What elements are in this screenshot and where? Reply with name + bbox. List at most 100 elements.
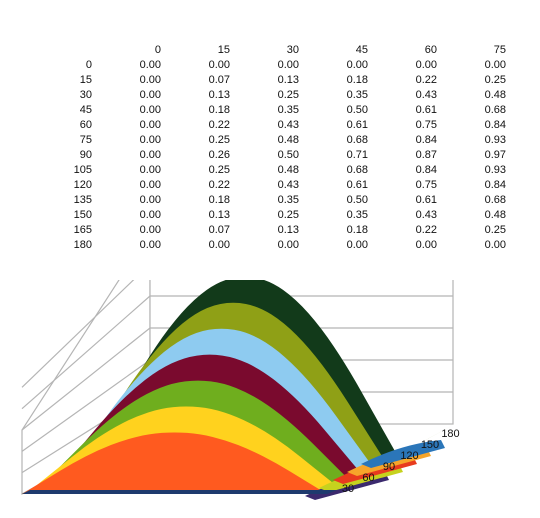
row-header: 120 xyxy=(73,179,92,191)
table-cell: 0.18 xyxy=(346,74,368,86)
table-cell: 0.00 xyxy=(139,149,161,161)
table-cell: 0.13 xyxy=(277,74,299,86)
table-cell: 0.00 xyxy=(139,224,161,236)
gridline xyxy=(21,359,151,452)
table-cell: 0.13 xyxy=(208,209,230,221)
chart-surface xyxy=(22,280,455,500)
table-cell: 0.00 xyxy=(415,239,437,251)
table-cell: 0.26 xyxy=(208,149,230,161)
data-table: 0 15 30 45 60 75 0 0.00 0.00 0.00 0.00 0.00 0.00 15 0… xyxy=(40,43,506,253)
table-row: 75 0.00 0.25 0.48 0.68 0.84 0.93 xyxy=(40,133,506,148)
table-row: 150 0.00 0.13 0.25 0.35 0.43 0.48 xyxy=(40,208,506,223)
table-cell: 0.25 xyxy=(484,74,506,86)
table-cell: 0.13 xyxy=(277,224,299,236)
table-cell: 0.68 xyxy=(484,194,506,206)
table-cell: 0.50 xyxy=(346,104,368,116)
column-header: 30 xyxy=(286,44,299,56)
table-row: 165 0.00 0.07 0.13 0.18 0.22 0.25 xyxy=(40,223,506,238)
table-cell: 0.00 xyxy=(208,59,230,71)
depth-axis-label: 60 xyxy=(362,472,374,484)
table-cell: 0.00 xyxy=(139,89,161,101)
depth-axis-label: 30 xyxy=(342,483,354,495)
row-header: 105 xyxy=(73,164,92,176)
table-row: 30 0.00 0.13 0.25 0.35 0.43 0.48 xyxy=(40,88,506,103)
table-cell: 0.43 xyxy=(415,89,437,101)
table-cell: 0.00 xyxy=(484,239,506,251)
table-row: 135 0.00 0.18 0.35 0.50 0.61 0.68 xyxy=(40,193,506,208)
surface-band-tail xyxy=(361,440,445,468)
table-cell: 0.00 xyxy=(139,134,161,146)
table-cell: 0.25 xyxy=(277,209,299,221)
row-header: 165 xyxy=(73,224,92,236)
table-cell: 0.84 xyxy=(484,119,506,131)
table-cell: 0.68 xyxy=(484,104,506,116)
table-cell: 0.18 xyxy=(208,104,230,116)
table-cell: 0.48 xyxy=(277,134,299,146)
table-cell: 0.22 xyxy=(208,119,230,131)
table-cell: 0.00 xyxy=(277,239,299,251)
row-header: 75 xyxy=(79,134,92,146)
depth-axis-label: 90 xyxy=(383,461,395,473)
table-cell: 0.22 xyxy=(415,74,437,86)
table-row: 90 0.00 0.26 0.50 0.71 0.87 0.97 xyxy=(40,148,506,163)
table-cell: 0.22 xyxy=(415,224,437,236)
table-cell: 0.68 xyxy=(346,164,368,176)
depth-axis-label: 180 xyxy=(441,428,459,440)
table-cell: 0.00 xyxy=(139,209,161,221)
table-cell: 0.00 xyxy=(139,164,161,176)
table-cell: 0.50 xyxy=(277,149,299,161)
row-header: 60 xyxy=(79,119,92,131)
table-cell: 0.43 xyxy=(277,119,299,131)
column-header: 60 xyxy=(424,44,437,56)
table-row: 120 0.00 0.22 0.43 0.61 0.75 0.84 xyxy=(40,178,506,193)
table-cell: 0.93 xyxy=(484,164,506,176)
table-cell: 0.00 xyxy=(346,59,368,71)
table-cell: 0.50 xyxy=(346,194,368,206)
depth-axis-label: 150 xyxy=(421,439,439,451)
table-cell: 0.48 xyxy=(484,89,506,101)
table-cell: 0.68 xyxy=(346,134,368,146)
table-row: 45 0.00 0.18 0.35 0.50 0.61 0.68 xyxy=(40,103,506,118)
gridline xyxy=(21,327,151,431)
table-cell: 0.48 xyxy=(277,164,299,176)
table-cell: 0.22 xyxy=(208,179,230,191)
row-header: 30 xyxy=(79,89,92,101)
table-cell: 0.00 xyxy=(139,239,161,251)
table-cell: 0.35 xyxy=(277,194,299,206)
table-row: 0 0.00 0.00 0.00 0.00 0.00 0.00 xyxy=(40,58,506,73)
table-cell: 0.00 xyxy=(277,59,299,71)
table-cell: 0.84 xyxy=(415,134,437,146)
table-cell: 0.00 xyxy=(415,59,437,71)
table-cell: 0.43 xyxy=(277,179,299,191)
table-cell: 0.00 xyxy=(139,179,161,191)
row-header: 180 xyxy=(73,239,92,251)
table-cell: 0.18 xyxy=(208,194,230,206)
table-row: 105 0.00 0.25 0.48 0.68 0.84 0.93 xyxy=(40,163,506,178)
table-row: 15 0.00 0.07 0.13 0.18 0.22 0.25 xyxy=(40,73,506,88)
table-cell: 0.93 xyxy=(484,134,506,146)
row-header: 15 xyxy=(79,74,92,86)
gridline xyxy=(21,280,135,388)
table-cell: 0.00 xyxy=(139,194,161,206)
table-cell: 0.00 xyxy=(484,59,506,71)
table-cell: 0.25 xyxy=(484,224,506,236)
table-cell: 0.00 xyxy=(208,239,230,251)
table-header-row: 0 15 30 45 60 75 xyxy=(40,43,506,58)
table-cell: 0.25 xyxy=(277,89,299,101)
column-header: 45 xyxy=(355,44,368,56)
table-row: 60 0.00 0.22 0.43 0.61 0.75 0.84 xyxy=(40,118,506,133)
row-header: 0 xyxy=(85,59,92,71)
table-cell: 0.75 xyxy=(415,179,437,191)
table-cell: 0.07 xyxy=(208,74,230,86)
table-cell: 0.48 xyxy=(484,209,506,221)
table-cell: 0.84 xyxy=(484,179,506,191)
table-cell: 0.25 xyxy=(208,164,230,176)
table-cell: 0.61 xyxy=(415,194,437,206)
column-header: 15 xyxy=(217,44,230,56)
depth-axis-label: 120 xyxy=(400,450,418,462)
table-corner-cell xyxy=(40,43,92,58)
row-header: 135 xyxy=(73,194,92,206)
table-cell: 0.61 xyxy=(346,119,368,131)
table-cell: 0.00 xyxy=(139,74,161,86)
